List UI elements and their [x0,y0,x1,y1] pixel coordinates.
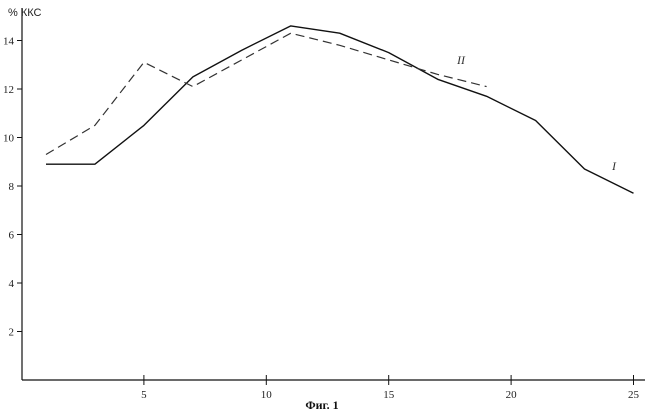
ticks: 2 4 6 8 10 12 14 5 10 15 20 25 [3,36,640,402]
series-line-2 [46,33,487,154]
series-label-2: II [456,53,466,67]
y-tick-label: 2 [9,327,15,339]
x-tick-label: 15 [383,389,395,401]
series-label-1: I [611,159,617,173]
y-axis-label: % ККС [8,7,42,19]
y-tick-label: 4 [9,278,15,290]
x-tick-label: 10 [261,389,273,401]
x-tick-label: 20 [506,389,518,401]
y-tick-label: 14 [3,36,15,48]
axes [22,8,645,380]
y-tick-label: 6 [9,230,15,242]
y-tick-label: 12 [3,84,14,96]
series-line-1 [46,26,634,193]
x-tick-label: 5 [141,389,147,401]
figure-caption: Фиг. 1 [305,398,338,412]
series-lines [46,26,634,193]
y-tick-label: 10 [3,133,15,145]
y-tick-label: 8 [9,181,15,193]
series-labels: III [456,53,617,173]
x-tick-label: 25 [628,389,640,401]
